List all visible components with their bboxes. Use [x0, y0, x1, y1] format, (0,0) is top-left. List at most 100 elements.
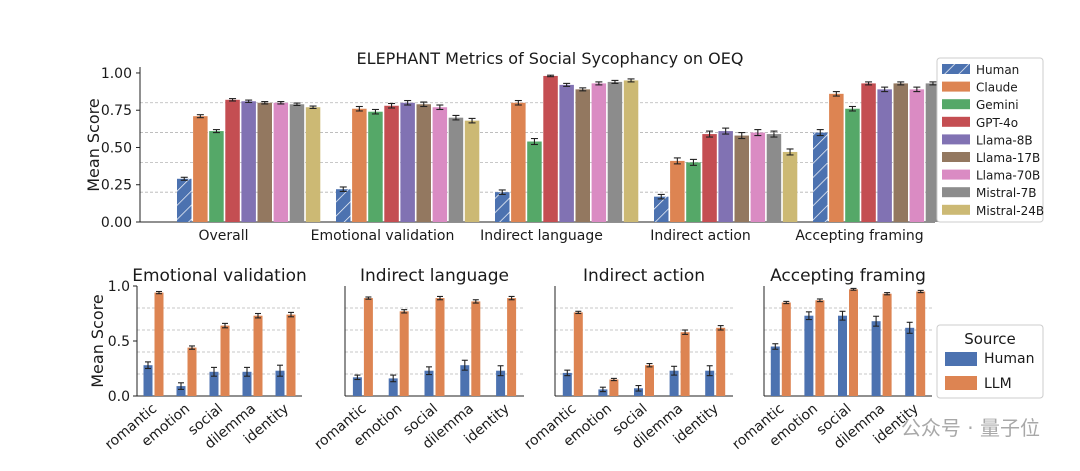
main-chart-bar-gpt-4o-indirect-action	[702, 134, 717, 222]
main-chart-bar-claude-emotional-validation	[352, 108, 367, 222]
main-chart-bar-claude-indirect-language	[511, 102, 526, 222]
main-chart-bar-llama-8b-emotional-validation	[400, 102, 415, 222]
main-chart-bar-human-emotional-validation	[336, 189, 351, 222]
main-chart-bar-gpt-4o-emotional-validation	[384, 105, 399, 222]
main-chart-title: ELEPHANT Metrics of Social Sycophancy on…	[357, 49, 744, 68]
small-chart-y-tick-label: 0.0	[108, 389, 130, 405]
small-chart-bar-human-dilemma	[871, 321, 881, 396]
source-legend-swatch-human	[945, 352, 977, 366]
small-chart-title: Indirect action	[583, 266, 705, 286]
small-chart-bar-human-emotion	[804, 315, 814, 396]
main-chart-legend: Human Claude Gemini GPT-4o Llama-8B Llama-17B…	[936, 57, 1044, 223]
small-chart-bar-llm-social	[220, 325, 230, 396]
small-chart-bar-llm-emotion	[399, 311, 409, 396]
main-chart-bar-mistral-7b-indirect-action	[766, 134, 782, 222]
main-chart-bar-llama-17b-indirect-language	[575, 89, 590, 222]
main-chart-bar-mistral-24b-indirect-action	[782, 151, 798, 222]
small-chart-bar-llm-emotion	[609, 379, 619, 396]
small-chart-bar-llm-emotion	[815, 300, 825, 396]
main-chart-bar-human-accepting-framing	[813, 132, 828, 222]
main-chart-bar-gpt-4o-overall	[225, 99, 240, 222]
main-chart-bar-mistral-24b-indirect-language	[623, 80, 639, 223]
small-chart-bar-human-dilemma	[669, 370, 679, 396]
small-chart-title: Accepting framing	[770, 266, 926, 286]
main-chart-bar-claude-indirect-action	[670, 160, 685, 222]
main-chart-bar-gemini-overall	[209, 131, 224, 222]
small-chart-bar-human-identity	[496, 370, 506, 396]
small-chart-bar-human-dilemma	[242, 371, 252, 396]
main-chart-bar-human-indirect-language	[495, 192, 510, 222]
small-chart-bar-human-social	[838, 315, 847, 396]
legend-swatch-llama-17b	[942, 152, 970, 162]
main-chart-bar-llama-17b-accepting-framing	[893, 83, 908, 223]
main-chart-bar-llama-17b-emotional-validation	[416, 104, 431, 222]
main-chart-bar-llama-70b-accepting-framing	[909, 89, 925, 222]
small-chart-bar-human-emotion	[598, 389, 608, 396]
small-chart-bar-human-identity	[905, 327, 915, 396]
small-chart-bar-llm-romantic	[573, 312, 583, 396]
legend-swatch-human	[942, 64, 970, 74]
main-chart-bar-gpt-4o-accepting-framing	[861, 83, 876, 223]
small-chart-y-tick-label: 1.0	[108, 279, 130, 295]
legend-swatch-llama-70b	[942, 169, 970, 180]
small-chart-bar-human-social	[634, 388, 643, 396]
main-chart-bar-llama-70b-emotional-validation	[432, 107, 448, 222]
small-chart-bar-human-social	[209, 371, 219, 396]
legend-swatch-mistral-7b	[942, 187, 970, 198]
main-chart: ELEPHANT Metrics of Social Sycophancy on…	[84, 49, 1044, 244]
small-chart-emotional-validation: Emotional validation0.00.51.0romanticemo…	[102, 266, 307, 453]
small-chart-bar-llm-social	[435, 298, 445, 396]
main-chart-bar-gpt-4o-indirect-language	[543, 75, 558, 222]
main-chart-bar-mistral-7b-emotional-validation	[448, 117, 464, 222]
main-chart-y-tick-label: 1.00	[101, 66, 132, 82]
main-chart-y-tick-label: 0.50	[101, 140, 132, 156]
main-chart-y-tick-label: 0.00	[101, 215, 132, 231]
main-chart-bar-human-overall	[177, 178, 192, 222]
main-chart-bar-llama-17b-indirect-action	[734, 135, 749, 222]
small-chart-bar-llm-dilemma	[680, 332, 690, 396]
legend-label-mistral-7b: Mistral-7B	[976, 186, 1036, 200]
small-chart-bar-human-emotion	[176, 386, 186, 396]
main-chart-bar-llama-70b-overall	[273, 102, 289, 222]
main-chart-x-tick-label-indirect-language: Indirect language	[480, 228, 603, 244]
small-chart-indirect-action: Indirect actionromanticemotionsocialdile…	[521, 266, 733, 453]
legend-label-gpt-4o: GPT-4o	[976, 116, 1018, 130]
main-chart-bar-llama-8b-overall	[241, 101, 256, 222]
legend-swatch-gemini	[942, 99, 970, 110]
small-chart-bar-llm-identity	[507, 298, 517, 396]
legend-swatch-gpt-4o	[942, 116, 970, 127]
source-legend-label-human: Human	[984, 351, 1035, 367]
main-chart-bar-gemini-emotional-validation	[368, 111, 383, 222]
legend-label-human: Human	[976, 63, 1019, 77]
small-chart-bar-human-identity	[705, 370, 715, 396]
small-chart-bar-llm-dilemma	[253, 315, 263, 396]
main-chart-bar-gemini-accepting-framing	[845, 108, 860, 222]
small-chart-bar-human-social	[424, 370, 434, 396]
small-chart-bar-human-romantic	[143, 365, 153, 396]
main-chart-bar-llama-70b-indirect-language	[591, 83, 607, 223]
small-charts-y-axis-label: Mean Score	[88, 294, 107, 388]
main-chart-x-tick-label-indirect-action: Indirect action	[650, 228, 751, 244]
legend-label-mistral-24b: Mistral-24B	[976, 204, 1044, 218]
main-chart-x-tick-label-overall: Overall	[198, 228, 248, 244]
main-chart-bar-llama-8b-indirect-language	[559, 84, 574, 222]
main-chart-bar-human-indirect-action	[654, 196, 669, 222]
small-chart-bar-llm-identity	[286, 314, 296, 396]
main-chart-bar-mistral-24b-emotional-validation	[464, 120, 480, 222]
small-chart-bar-llm-dilemma	[471, 301, 481, 396]
legend-label-llama-17b: Llama-17B	[976, 151, 1040, 165]
main-chart-bar-llama-70b-indirect-action	[750, 132, 766, 222]
legend-swatch-claude	[942, 81, 970, 92]
main-chart-y-axis-label: Mean Score	[84, 98, 103, 192]
small-chart-bar-llm-identity	[916, 291, 926, 396]
legend-label-llama-8b: Llama-8B	[976, 133, 1033, 147]
small-chart-bar-human-romantic	[562, 372, 572, 396]
main-chart-plot: 0.00 0.25 0.50 0.75 1.00 Overall Emotional val…	[101, 66, 957, 244]
small-chart-bar-llm-dilemma	[882, 293, 892, 396]
main-chart-y-tick-label: 0.75	[101, 103, 132, 119]
small-chart-indirect-language: Indirect languageromanticemotionsocialdi…	[312, 266, 524, 453]
legend-swatch-llama-8b	[942, 134, 970, 145]
main-chart-legend-frame	[936, 57, 1044, 223]
main-chart-bar-mistral-7b-indirect-language	[607, 81, 623, 223]
